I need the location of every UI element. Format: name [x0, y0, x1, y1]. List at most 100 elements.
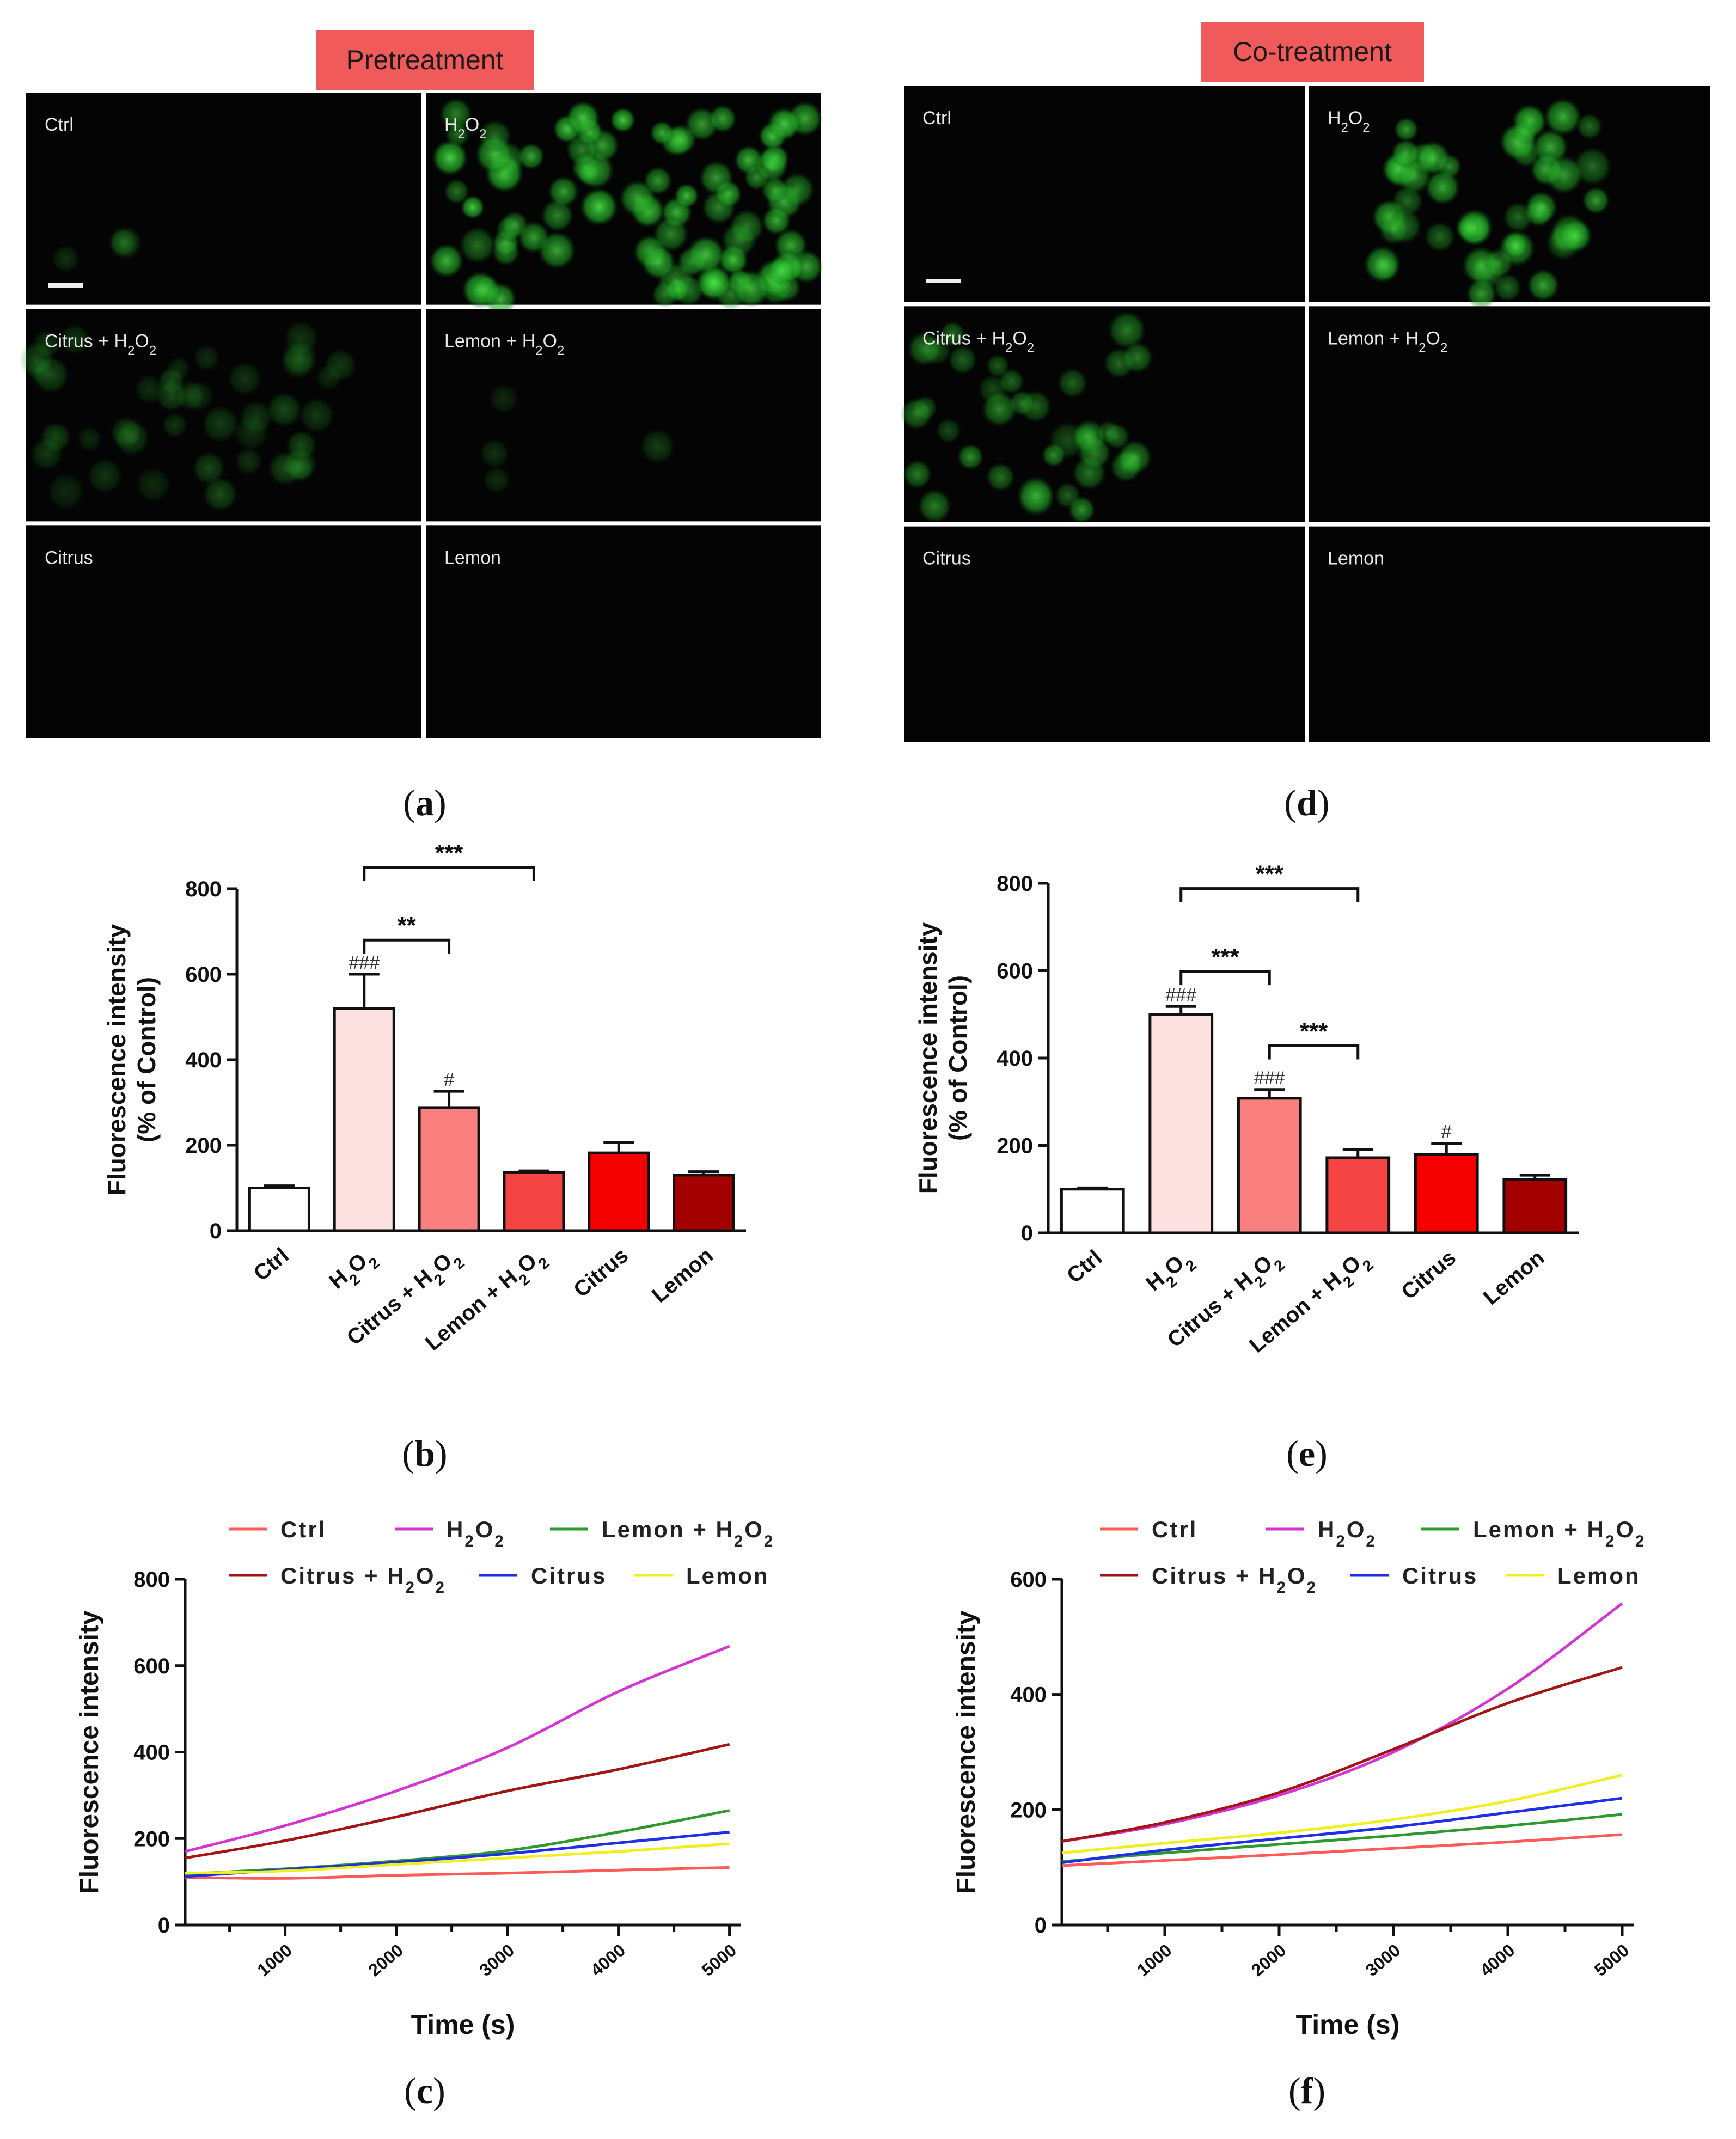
y-axis-label-2: (% of Control)	[944, 975, 972, 1141]
y-tick-label: 800	[997, 872, 1033, 896]
micrograph-label: Citrus	[45, 547, 93, 568]
x-tick-label: 1000	[1133, 1940, 1176, 1980]
micrograph-tile: Citrus + H2O2	[900, 306, 1305, 524]
line-chart-f: 0 200 400 600 1000 2000 3000 4000 5000 Time (s) Fl…	[952, 1517, 1644, 2040]
bar	[588, 1151, 650, 1232]
bar	[1325, 1156, 1391, 1234]
micrograph-grid-cotreatment: Ctrl H2O2 Citrus + H2O2 Lemon + H2O2 Citrus L…	[900, 86, 1710, 742]
micrograph-label: Citrus + H2O2	[45, 331, 156, 358]
bar	[673, 1174, 735, 1232]
y-axis-label: Fluorescence intensity	[952, 1610, 981, 1893]
micrograph-tile: Lemon + H2O2	[1309, 306, 1710, 522]
bar-chart-b: 0 200 400 600 800 Fluorescence intensity (% of…	[102, 840, 746, 1355]
micrograph-tile: Lemon + H2O2	[426, 309, 821, 522]
y-tick-label: 0	[1021, 1221, 1033, 1245]
y-tick-label: 800	[133, 1568, 170, 1592]
legend-label: Citrus	[1402, 1563, 1478, 1588]
significance-hash: ###	[1254, 1068, 1285, 1089]
x-tick-label: 5000	[698, 1940, 740, 1980]
series-line	[185, 1842, 730, 1875]
y-tick-label: 600	[1010, 1568, 1047, 1592]
panel-label-a: (a)	[403, 782, 447, 823]
micrograph-label: H2O2	[1328, 108, 1370, 135]
panel-label-f: (f)	[1288, 2070, 1325, 2111]
y-tick-label: 200	[997, 1134, 1033, 1158]
x-axis-label: Time (s)	[411, 2009, 515, 2040]
significance-stars: **	[398, 912, 417, 939]
micrograph-tile: H2O2	[1309, 86, 1710, 309]
series-line	[1061, 1602, 1623, 1843]
x-tick-label: 2000	[1248, 1940, 1290, 1980]
significance-bracket	[1179, 970, 1271, 986]
legend-label: Citrus + H2O2	[280, 1563, 446, 1597]
y-tick-label: 200	[133, 1827, 170, 1851]
legend-label: Lemon + H2O2	[602, 1517, 774, 1550]
x-tick-label: Lemon	[647, 1243, 718, 1307]
micrograph-label: Citrus + H2O2	[922, 328, 1034, 355]
bar	[248, 1187, 310, 1232]
x-tick-label: Citrus	[569, 1243, 633, 1302]
scale-bar	[926, 279, 961, 283]
y-tick-label: 200	[1010, 1798, 1047, 1822]
significance-bracket	[363, 938, 451, 954]
cotreatment-tag: Co-treatment	[1201, 22, 1424, 82]
micrograph-tile: Citrus	[26, 525, 421, 738]
x-tick-label: Citrus	[1397, 1245, 1460, 1304]
micrograph-tile: Citrus + H2O2	[19, 309, 421, 522]
series-line	[185, 1645, 730, 1853]
series-line	[185, 1743, 730, 1860]
significance-hash: ###	[1165, 985, 1196, 1005]
micrograph-label: Lemon + H2O2	[1328, 328, 1447, 355]
bar	[1414, 1153, 1479, 1234]
legend-label: Ctrl	[1152, 1517, 1197, 1542]
series-line	[185, 1809, 730, 1875]
series-line	[1061, 1666, 1623, 1843]
bar	[1502, 1178, 1568, 1234]
legend-label: H2O2	[447, 1517, 505, 1550]
micrograph-tile: Lemon	[426, 525, 821, 738]
bar	[503, 1170, 565, 1232]
micrograph-label: Citrus	[922, 548, 971, 569]
significance-bracket	[1179, 887, 1360, 902]
micrograph-label: Lemon + H2O2	[444, 331, 564, 358]
panel-label-e: (e)	[1286, 1433, 1328, 1474]
legend-label: Lemon	[686, 1563, 769, 1588]
series-line	[1061, 1796, 1623, 1865]
y-tick-label: 400	[185, 1048, 222, 1072]
significance-bracket	[363, 866, 535, 881]
x-tick-label: H2O2	[325, 1243, 382, 1299]
significance-bracket	[1268, 1044, 1360, 1060]
significance-stars: ***	[435, 840, 463, 866]
x-tick-label: 4000	[1476, 1940, 1519, 1980]
significance-hash: #	[444, 1070, 454, 1090]
bar	[1237, 1097, 1302, 1234]
legend-label: Citrus	[531, 1563, 607, 1588]
x-tick-label: 2000	[364, 1940, 407, 1980]
legend-label: Ctrl	[280, 1517, 326, 1542]
micrograph-tile: H2O2	[426, 93, 824, 315]
x-tick-label: 3000	[475, 1940, 518, 1980]
micrograph-tile: Citrus	[904, 526, 1305, 742]
y-tick-label: 600	[997, 960, 1033, 983]
x-tick-label: 4000	[586, 1940, 629, 1980]
scale-bar	[48, 283, 83, 288]
bar	[1060, 1188, 1125, 1234]
series-line	[1061, 1774, 1623, 1855]
x-tick-label: 1000	[253, 1940, 296, 1980]
micrograph-label: Ctrl	[45, 114, 74, 135]
line-chart-c: 0 200 400 600 800 1000 2000 3000 4000 5000 Time (s…	[75, 1517, 774, 2040]
x-tick-label: Ctrl	[1062, 1245, 1107, 1288]
y-axis-label-2: (% of Control)	[132, 977, 161, 1142]
bar	[1148, 1013, 1214, 1234]
y-tick-label: 400	[133, 1741, 170, 1765]
micrograph-tile: Ctrl	[904, 86, 1305, 302]
x-tick-label: Lemon	[1479, 1245, 1549, 1310]
significance-hash: ###	[349, 952, 380, 973]
y-axis-label: Fluorescence intensity	[102, 924, 131, 1195]
y-tick-label: 400	[1010, 1683, 1047, 1707]
bar-chart-e: 0 200 400 600 800 Fluorescence intensity (% of…	[914, 861, 1579, 1358]
y-tick-label: 400	[997, 1047, 1033, 1071]
significance-hash: #	[1441, 1121, 1452, 1142]
y-tick-label: 800	[185, 877, 222, 901]
